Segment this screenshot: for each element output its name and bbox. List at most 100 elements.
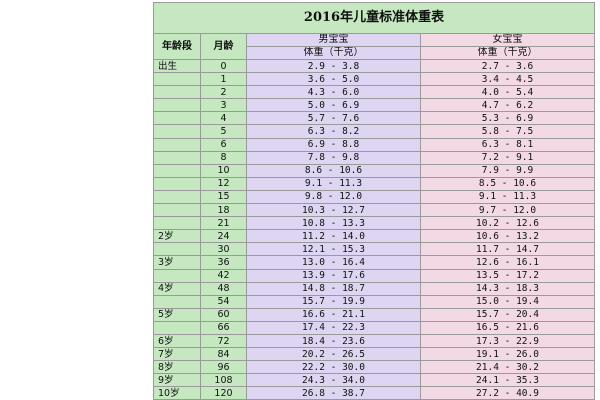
table-row: 4 5.7 - 7.6 5.3 - 6.9 bbox=[153, 111, 595, 126]
girl-weight-cell: 27.2 - 40.9 bbox=[420, 386, 595, 400]
age-group-header: 年龄段 bbox=[153, 33, 201, 60]
weight-table-sheet: 2016年儿童标准体重表 年龄段 月龄 男宝宝 女宝宝 体重（千克） 体重（千克… bbox=[153, 2, 595, 400]
table-row: 9岁 108 24.3 - 34.0 24.1 - 35.3 bbox=[153, 373, 595, 388]
table-row: 7岁 84 20.2 - 26.5 19.1 - 26.0 bbox=[153, 347, 595, 362]
table-row: 66 17.4 - 22.3 16.5 - 21.6 bbox=[153, 320, 595, 335]
girl-weight-cell: 7.9 - 9.9 bbox=[420, 163, 595, 178]
table-title: 2016年儿童标准体重表 bbox=[153, 2, 595, 34]
girl-weight-cell: 13.5 - 17.2 bbox=[420, 268, 595, 283]
month-cell: 21 bbox=[200, 216, 247, 231]
girl-weight-unit-header: 体重（千克） bbox=[420, 46, 595, 60]
month-cell: 10 bbox=[200, 163, 247, 178]
boy-weight-unit-header: 体重（千克） bbox=[246, 46, 421, 60]
age-cell: 出生 bbox=[153, 58, 201, 74]
month-cell: 120 bbox=[200, 386, 247, 400]
boy-weight-cell: 6.9 - 8.8 bbox=[246, 137, 421, 152]
month-cell: 42 bbox=[200, 268, 247, 283]
girl-weight-cell: 21.4 - 30.2 bbox=[420, 360, 595, 375]
boy-weight-cell: 6.3 - 8.2 bbox=[246, 124, 421, 139]
age-cell bbox=[153, 124, 201, 139]
age-cell: 7岁 bbox=[153, 347, 201, 362]
age-cell: 2岁 bbox=[153, 229, 201, 244]
month-cell: 48 bbox=[200, 281, 247, 296]
girl-weight-cell: 14.3 - 18.3 bbox=[420, 281, 595, 296]
boy-weight-cell: 5.7 - 7.6 bbox=[246, 111, 421, 126]
table-body: 出生 0 2.9 - 3.8 2.7 - 3.6 1 3.6 - 5.0 3.4 - 4.5… bbox=[153, 58, 595, 400]
age-cell: 5岁 bbox=[153, 307, 201, 322]
girl-weight-cell: 4.0 - 5.4 bbox=[420, 85, 595, 100]
month-cell: 108 bbox=[200, 373, 247, 388]
table-row: 6岁 72 18.4 - 23.6 17.3 - 22.9 bbox=[153, 333, 595, 349]
month-cell: 15 bbox=[200, 189, 247, 205]
age-cell: 9岁 bbox=[153, 373, 201, 388]
boy-weight-cell: 9.8 - 12.0 bbox=[246, 189, 421, 205]
header-row-1: 年龄段 月龄 男宝宝 女宝宝 bbox=[153, 33, 595, 60]
month-cell: 36 bbox=[200, 255, 247, 270]
month-cell: 12 bbox=[200, 176, 247, 191]
boy-weight-cell: 12.1 - 15.3 bbox=[246, 242, 421, 257]
table-row: 10 8.6 - 10.6 7.9 - 9.9 bbox=[153, 163, 595, 178]
table-row: 42 13.9 - 17.6 13.5 - 17.2 bbox=[153, 268, 595, 283]
header-row-2: 体重（千克） 体重（千克） bbox=[154, 46, 595, 60]
age-cell bbox=[153, 268, 201, 283]
table-row: 4岁 48 14.8 - 18.7 14.3 - 18.3 bbox=[153, 281, 595, 296]
girl-weight-cell: 4.7 - 6.2 bbox=[420, 98, 595, 113]
boy-weight-cell: 3.6 - 5.0 bbox=[246, 72, 421, 87]
month-cell: 3 bbox=[200, 98, 247, 113]
table-row: 出生 0 2.9 - 3.8 2.7 - 3.6 bbox=[153, 58, 595, 74]
table-row: 54 15.7 - 19.9 15.0 - 19.4 bbox=[153, 294, 595, 309]
table-row: 18 10.3 - 12.7 9.7 - 12.0 bbox=[153, 203, 595, 218]
month-cell: 72 bbox=[200, 333, 247, 349]
age-cell: 4岁 bbox=[153, 281, 201, 296]
weight-table: 2016年儿童标准体重表 年龄段 月龄 男宝宝 女宝宝 体重（千克） 体重（千克… bbox=[153, 2, 595, 400]
table-row: 1 3.6 - 5.0 3.4 - 4.5 bbox=[153, 72, 595, 87]
title-row: 2016年儿童标准体重表 bbox=[153, 2, 595, 34]
boy-weight-cell: 4.3 - 6.0 bbox=[246, 85, 421, 100]
boy-weight-cell: 22.2 - 30.0 bbox=[246, 360, 421, 375]
girl-header: 女宝宝 bbox=[420, 33, 595, 47]
girl-weight-cell: 10.6 - 13.2 bbox=[420, 229, 595, 244]
girl-weight-cell: 17.3 - 22.9 bbox=[420, 333, 595, 349]
girl-weight-cell: 15.0 - 19.4 bbox=[420, 294, 595, 309]
boy-weight-cell: 10.8 - 13.3 bbox=[246, 216, 421, 231]
age-cell bbox=[153, 111, 201, 126]
month-cell: 5 bbox=[200, 124, 247, 139]
month-cell: 2 bbox=[200, 85, 247, 100]
boy-header: 男宝宝 bbox=[246, 33, 421, 47]
boy-weight-cell: 14.8 - 18.7 bbox=[246, 281, 421, 296]
month-cell: 24 bbox=[200, 229, 247, 244]
girl-weight-cell: 5.3 - 6.9 bbox=[420, 111, 595, 126]
month-cell: 84 bbox=[200, 347, 247, 362]
table-row: 2 4.3 - 6.0 4.0 - 5.4 bbox=[153, 85, 595, 100]
girl-weight-cell: 5.8 - 7.5 bbox=[420, 124, 595, 139]
month-cell: 66 bbox=[200, 320, 247, 335]
boy-weight-cell: 20.2 - 26.5 bbox=[246, 347, 421, 362]
age-cell bbox=[153, 242, 201, 257]
boy-weight-cell: 18.4 - 23.6 bbox=[246, 333, 421, 349]
girl-weight-cell: 2.7 - 3.6 bbox=[420, 58, 595, 74]
boy-weight-cell: 13.9 - 17.6 bbox=[246, 268, 421, 283]
age-cell bbox=[153, 294, 201, 309]
table-row: 12 9.1 - 11.3 8.5 - 10.6 bbox=[153, 176, 595, 191]
age-cell: 3岁 bbox=[153, 255, 201, 270]
month-cell: 0 bbox=[200, 58, 247, 74]
girl-weight-cell: 9.7 - 12.0 bbox=[420, 203, 595, 218]
age-cell: 6岁 bbox=[153, 333, 201, 349]
table-row: 10岁 120 26.8 - 38.7 27.2 - 40.9 bbox=[153, 386, 595, 400]
girl-weight-cell: 8.5 - 10.6 bbox=[420, 176, 595, 191]
month-cell: 30 bbox=[200, 242, 247, 257]
girl-weight-cell: 15.7 - 20.4 bbox=[420, 307, 595, 322]
table-row: 21 10.8 - 13.3 10.2 - 12.6 bbox=[153, 216, 595, 231]
girl-weight-cell: 16.5 - 21.6 bbox=[420, 320, 595, 335]
age-cell bbox=[153, 216, 201, 231]
boy-weight-cell: 13.0 - 16.4 bbox=[246, 255, 421, 270]
table-row: 3 5.0 - 6.9 4.7 - 6.2 bbox=[153, 98, 595, 113]
age-cell: 8岁 bbox=[153, 360, 201, 375]
table-row: 8 7.8 - 9.8 7.2 - 9.1 bbox=[153, 150, 595, 165]
girl-weight-cell: 7.2 - 9.1 bbox=[420, 150, 595, 165]
age-cell bbox=[153, 320, 201, 335]
age-cell bbox=[153, 176, 201, 191]
boy-weight-cell: 11.2 - 14.0 bbox=[246, 229, 421, 244]
age-cell bbox=[153, 98, 201, 113]
girl-weight-cell: 24.1 - 35.3 bbox=[420, 373, 595, 388]
